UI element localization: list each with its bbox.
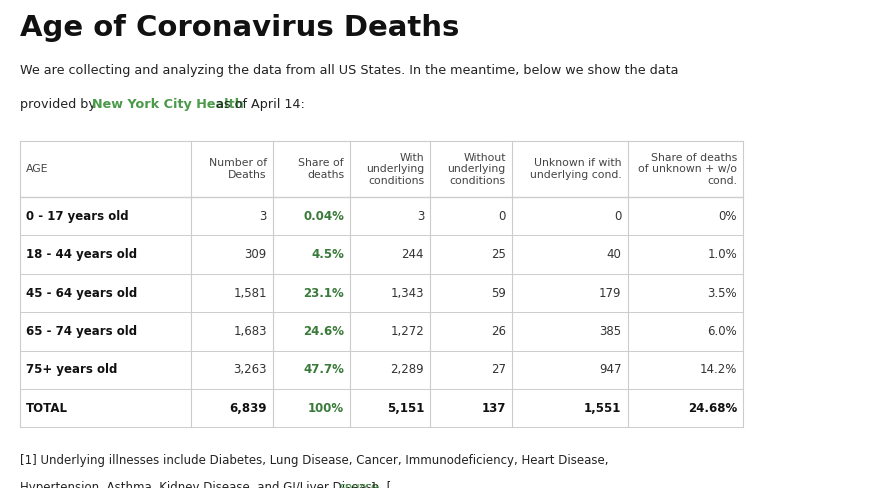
Text: 65 - 74 years old: 65 - 74 years old (26, 325, 137, 338)
Text: 75+ years old: 75+ years old (26, 364, 117, 376)
Text: 3: 3 (417, 210, 424, 223)
Text: 18 - 44 years old: 18 - 44 years old (26, 248, 137, 261)
Text: With
underlying
conditions: With underlying conditions (365, 153, 424, 186)
Text: 2,289: 2,289 (390, 364, 424, 376)
Text: 1,343: 1,343 (390, 286, 424, 300)
Text: 24.68%: 24.68% (688, 402, 737, 415)
Text: 244: 244 (402, 248, 424, 261)
Text: as of April 14:: as of April 14: (212, 98, 304, 111)
Text: 3,263: 3,263 (233, 364, 267, 376)
Text: 0 - 17 years old: 0 - 17 years old (26, 210, 128, 223)
Text: 1,683: 1,683 (233, 325, 267, 338)
Text: 45 - 64 years old: 45 - 64 years old (26, 286, 137, 300)
Text: 0.04%: 0.04% (303, 210, 344, 223)
Text: Number of
Deaths: Number of Deaths (209, 158, 267, 180)
Text: 1,272: 1,272 (390, 325, 424, 338)
Text: 27: 27 (491, 364, 506, 376)
Text: AGE: AGE (26, 164, 48, 174)
Text: 179: 179 (599, 286, 621, 300)
Text: 25: 25 (491, 248, 506, 261)
Text: 3.5%: 3.5% (708, 286, 737, 300)
Text: 1.0%: 1.0% (708, 248, 737, 261)
Text: 947: 947 (599, 364, 621, 376)
Text: source: source (340, 481, 379, 488)
Text: 309: 309 (244, 248, 267, 261)
Text: 6,839: 6,839 (229, 402, 267, 415)
Text: [1] Underlying illnesses include Diabetes, Lung Disease, Cancer, Immunodeficienc: [1] Underlying illnesses include Diabete… (20, 454, 608, 468)
Text: 3: 3 (260, 210, 267, 223)
Text: ]: ] (371, 481, 376, 488)
Text: 4.5%: 4.5% (311, 248, 344, 261)
Text: 40: 40 (606, 248, 621, 261)
Text: Share of deaths
of unknown + w/o
cond.: Share of deaths of unknown + w/o cond. (638, 153, 737, 186)
Text: 0: 0 (499, 210, 506, 223)
Text: 0: 0 (614, 210, 621, 223)
Text: TOTAL: TOTAL (26, 402, 68, 415)
Text: provided by: provided by (20, 98, 100, 111)
Text: 0%: 0% (718, 210, 737, 223)
Text: Share of
deaths: Share of deaths (299, 158, 344, 180)
Text: 100%: 100% (308, 402, 344, 415)
Text: 47.7%: 47.7% (303, 364, 344, 376)
Text: 23.1%: 23.1% (303, 286, 344, 300)
Text: 59: 59 (491, 286, 506, 300)
Text: 24.6%: 24.6% (303, 325, 344, 338)
Text: Without
underlying
conditions: Without underlying conditions (447, 153, 506, 186)
Text: New York City Health: New York City Health (92, 98, 244, 111)
Text: 1,581: 1,581 (233, 286, 267, 300)
Text: Unknown if with
underlying cond.: Unknown if with underlying cond. (530, 158, 621, 180)
Text: 137: 137 (482, 402, 506, 415)
Text: We are collecting and analyzing the data from all US States. In the meantime, be: We are collecting and analyzing the data… (20, 64, 678, 77)
Text: 5,151: 5,151 (387, 402, 424, 415)
Text: 14.2%: 14.2% (700, 364, 737, 376)
Text: 26: 26 (491, 325, 506, 338)
Text: 1,551: 1,551 (584, 402, 621, 415)
Text: Hypertension, Asthma, Kidney Disease, and GI/Liver Disease. [: Hypertension, Asthma, Kidney Disease, an… (20, 481, 391, 488)
Text: Age of Coronavirus Deaths: Age of Coronavirus Deaths (20, 15, 459, 42)
Text: 385: 385 (599, 325, 621, 338)
Text: 6.0%: 6.0% (708, 325, 737, 338)
